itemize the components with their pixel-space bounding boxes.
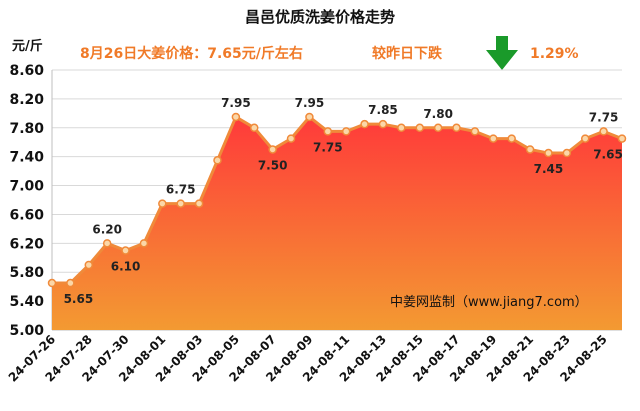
data-label: 7.65 [593, 148, 623, 162]
chart-title: 昌邑优质洗姜价格走势 [245, 8, 395, 26]
y-tick-label: 7.80 [9, 121, 44, 137]
data-point [194, 199, 204, 208]
data-point [489, 134, 498, 143]
data-point [213, 156, 222, 165]
data-point [47, 278, 57, 288]
data-label: 7.80 [423, 107, 453, 121]
data-point [158, 199, 167, 208]
y-tick-label: 5.40 [9, 294, 44, 310]
price-markers [47, 112, 627, 288]
price-area [52, 116, 622, 330]
data-point [341, 127, 351, 136]
x-tick-labels: 24-07-2624-07-2824-07-3024-08-0124-08-03… [6, 332, 610, 384]
data-point [507, 134, 516, 143]
down-arrow-icon [486, 36, 518, 70]
data-point [66, 278, 75, 288]
change-percent: 1.29% [530, 46, 579, 62]
data-point [397, 123, 406, 133]
y-tick-label: 7.40 [9, 150, 44, 166]
y-tick-label: 5.80 [9, 265, 44, 281]
watermark: 中姜网监制（www.jiang7.com） [390, 295, 588, 310]
data-label: 5.65 [64, 292, 94, 306]
y-tick-label: 7.00 [9, 179, 44, 195]
data-label: 7.75 [589, 110, 619, 124]
data-point [102, 239, 112, 248]
data-label: 7.95 [295, 96, 325, 110]
data-point [250, 123, 259, 133]
y-tick-label: 5.00 [9, 323, 44, 339]
area-fill [52, 116, 622, 330]
data-label: 7.45 [534, 162, 564, 176]
data-labels: 5.65 6.20 6.10 6.75 7.95 7.50 7.95 7.75 7.85 7.80… [64, 96, 623, 306]
data-point [139, 239, 149, 248]
data-label: 6.10 [111, 260, 141, 274]
data-label: 7.95 [221, 96, 251, 110]
data-point [617, 134, 627, 143]
data-point [268, 145, 277, 154]
data-point [562, 148, 572, 158]
data-label: 6.20 [92, 222, 122, 236]
data-point [286, 134, 296, 143]
y-axis-unit-label: 元/斤 [12, 38, 43, 54]
data-label: 7.85 [368, 103, 398, 117]
data-point [415, 123, 424, 133]
change-note: 较昨日下跌 [372, 45, 443, 62]
data-label: 7.50 [258, 158, 288, 172]
y-tick-label: 8.20 [9, 92, 44, 108]
data-point [305, 112, 314, 122]
data-point [470, 127, 480, 136]
y-tick-label: 6.60 [9, 207, 44, 223]
data-label: 7.75 [313, 140, 343, 154]
data-point [580, 134, 590, 143]
data-point [360, 119, 369, 129]
data-point [544, 148, 553, 158]
data-point [433, 123, 443, 133]
data-point [452, 123, 461, 133]
y-tick-labels: 8.60 8.20 7.80 7.40 7.00 6.60 6.20 5.80 5.40 5.00 [9, 63, 44, 339]
data-label: 6.75 [166, 183, 196, 197]
y-tick-label: 8.60 [9, 63, 44, 79]
data-point [599, 127, 608, 136]
data-point [525, 145, 535, 154]
data-point [378, 119, 388, 129]
data-point [121, 246, 130, 255]
data-point [231, 112, 241, 122]
data-point [176, 199, 185, 208]
price-note: 8月26日大姜价格：7.65元/斤左右 [80, 45, 303, 62]
data-point [84, 260, 94, 270]
y-tick-label: 6.20 [9, 236, 44, 252]
data-point [323, 127, 333, 136]
